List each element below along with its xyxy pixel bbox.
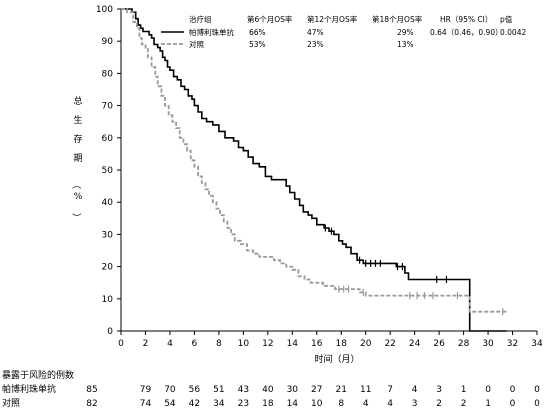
y-tick-label: 60	[102, 134, 114, 144]
risk-count: 11	[360, 385, 371, 395]
risk-count: 4	[387, 399, 393, 409]
survival-line-series-1	[121, 8, 507, 313]
y-tick-label: 100	[96, 5, 113, 15]
risk-count: 1	[485, 399, 491, 409]
risk-count: 85	[86, 385, 97, 395]
y-tick-label: 40	[102, 198, 114, 208]
axes: 0 2 4 6 8 10 12 14 16 18 20 22 24 26 28 30 32 34010203040…	[70, 5, 543, 365]
risk-count: 7	[387, 385, 393, 395]
risk-table-title: 暴露于风险的例数	[2, 369, 74, 381]
legend-header: HR（95% CI）	[440, 15, 492, 24]
y-tick-label: 50	[102, 166, 114, 176]
y-tick-label: 70	[102, 102, 114, 112]
legend-header: 治疗组	[189, 14, 212, 24]
x-tick-label: 14	[287, 339, 299, 349]
legend-header: p值	[500, 14, 513, 24]
risk-count: 2	[461, 399, 467, 409]
legend-p: 0.0042	[500, 28, 526, 37]
risk-count: 34	[213, 399, 225, 409]
risk-count: 2	[436, 399, 442, 409]
x-tick-label: 20	[360, 339, 372, 349]
y-tick-label: 90	[102, 37, 114, 47]
legend-hr: 0.64（0.46，0.90）	[430, 28, 503, 37]
risk-count: 40	[262, 385, 274, 395]
x-tick-label: 2	[143, 339, 149, 349]
x-tick-label: 28	[458, 339, 470, 349]
x-tick-label: 16	[311, 339, 323, 349]
x-tick-label: 6	[192, 339, 198, 349]
risk-count: 43	[238, 385, 249, 395]
x-tick-label: 10	[238, 339, 250, 349]
x-tick-label: 22	[384, 339, 395, 349]
legend-os18: 13%	[397, 40, 414, 49]
risk-count: 30	[287, 385, 299, 395]
risk-count: 8	[338, 399, 344, 409]
risk-count: 27	[311, 385, 322, 395]
risk-count: 3	[436, 385, 442, 395]
risk-count: 23	[238, 399, 249, 409]
y-tick-label: 20	[102, 263, 114, 273]
risk-count: 10	[311, 399, 323, 409]
risk-count: 82	[86, 399, 97, 409]
x-tick-label: 32	[507, 339, 518, 349]
legend-os6: 53%	[249, 40, 266, 49]
risk-count: 0	[485, 385, 491, 395]
risk-count: 42	[189, 399, 200, 409]
risk-row-label: 对照	[2, 397, 20, 409]
legend-os6: 66%	[249, 28, 266, 37]
risk-count: 0	[534, 399, 540, 409]
risk-count: 21	[336, 385, 347, 395]
x-tick-label: 18	[336, 339, 348, 349]
x-tick-label: 30	[482, 339, 494, 349]
y-tick-label: 0	[107, 327, 113, 337]
x-tick-label: 4	[167, 339, 173, 349]
legend: 治疗组 第6个月OS率 第12个月OS率 第18个月OS率 HR（95% CI） p值帕博…	[161, 14, 526, 49]
x-tick-label: 8	[216, 339, 222, 349]
y-tick-label: 30	[102, 230, 114, 240]
risk-row-label: 帕博利珠单抗	[2, 383, 56, 395]
risk-count: 70	[164, 385, 176, 395]
x-tick-label: 34	[531, 339, 543, 349]
risk-count: 0	[534, 385, 540, 395]
risk-count: 51	[213, 385, 224, 395]
risk-count: 18	[262, 399, 274, 409]
legend-header: 第12个月OS率	[307, 14, 358, 24]
x-axis-label: 时间（月）	[314, 353, 359, 365]
x-tick-label: 24	[409, 339, 421, 349]
legend-os12: 23%	[307, 40, 324, 49]
risk-count: 0	[510, 399, 516, 409]
y-tick-label: 10	[102, 295, 114, 305]
risk-count: 4	[363, 399, 369, 409]
legend-header: 第18个月OS率	[372, 14, 423, 24]
risk-count: 56	[189, 385, 201, 395]
survival-curves	[121, 8, 507, 332]
risk-count: 54	[164, 399, 176, 409]
x-tick-label: 0	[118, 339, 124, 349]
legend-os12: 47%	[307, 28, 324, 37]
risk-count: 1	[461, 385, 467, 395]
risk-count: 79	[140, 385, 152, 395]
legend-group-label: 对照	[189, 39, 204, 49]
survival-line-series-0	[121, 8, 507, 332]
risk-count: 74	[140, 399, 152, 409]
risk-count: 0	[510, 385, 516, 395]
legend-group-label: 帕博利珠单抗	[189, 27, 234, 37]
legend-header: 第6个月OS率	[247, 14, 293, 24]
legend-os18: 29%	[397, 28, 414, 37]
y-axis-label: 总生存期（%）	[70, 95, 82, 222]
risk-count: 14	[287, 399, 299, 409]
risk-count: 3	[412, 399, 418, 409]
risk-count: 4	[412, 385, 418, 395]
y-tick-label: 80	[102, 69, 114, 79]
x-tick-label: 26	[433, 339, 445, 349]
x-tick-label: 12	[262, 339, 273, 349]
